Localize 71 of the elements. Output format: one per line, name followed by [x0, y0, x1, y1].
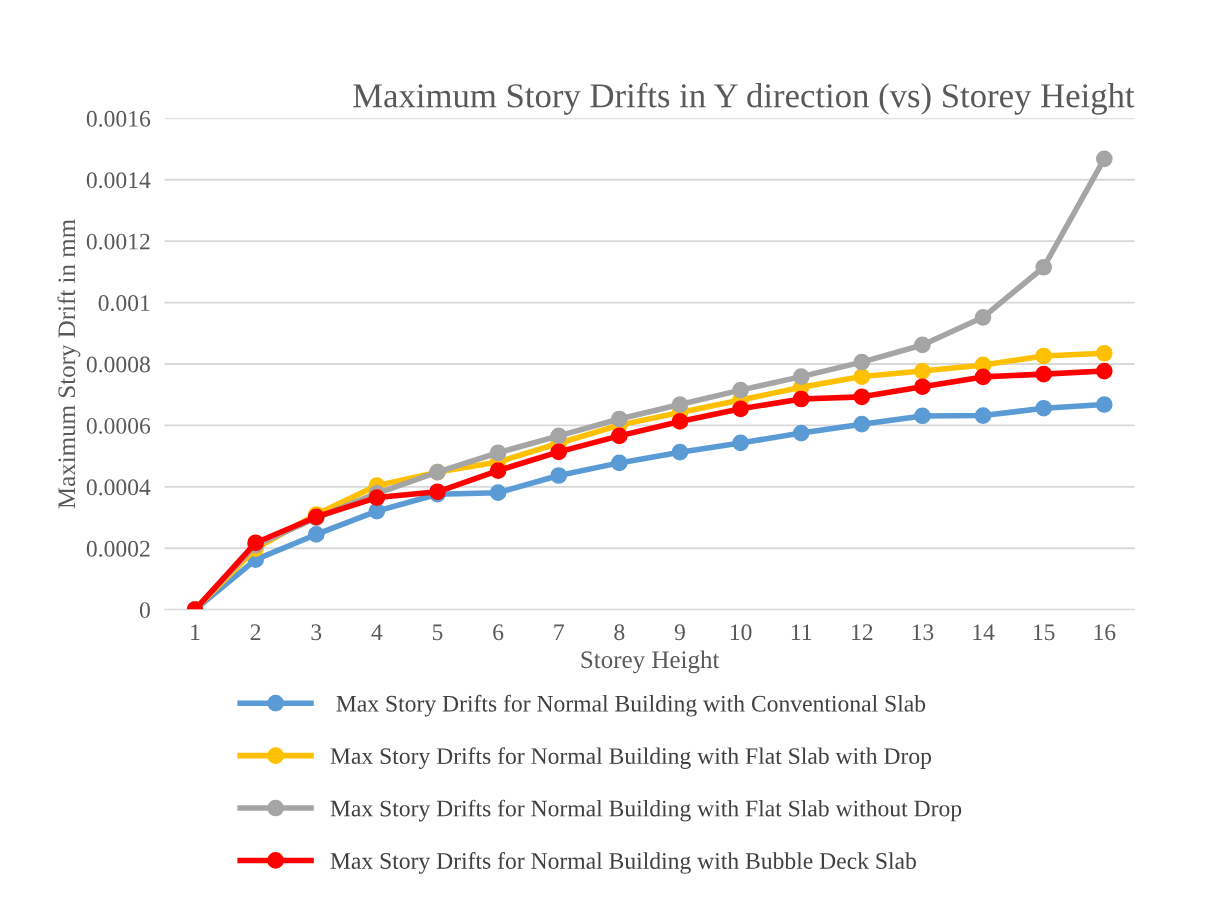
x-tick-label: 7: [554, 624, 564, 640]
point: [671, 413, 689, 430]
y-tick-label: 0.0008: [86, 356, 150, 373]
point: [792, 424, 810, 442]
point: [914, 378, 931, 396]
point: [732, 400, 749, 418]
point: [489, 444, 507, 462]
legend-label: Max Story Drifts for Normal Building with Flat Slab with Drop: [330, 747, 932, 769]
point: [792, 390, 810, 408]
point: [974, 308, 992, 326]
point: [974, 407, 992, 424]
point: [974, 368, 992, 386]
y-tick-label: 0.0016: [86, 110, 151, 127]
x-tick-label: 14: [973, 624, 995, 640]
chart-title: Maximum Story Drifts in Y direction (vs) Storey Height: [353, 82, 1135, 115]
point: [1035, 399, 1053, 417]
x-tick-label: 6: [493, 624, 504, 641]
y-tick-label: 0.0004: [86, 479, 151, 496]
point: [550, 467, 568, 484]
point: [611, 410, 628, 428]
legend-label: Max Story Drifts for Normal Building with Flat Slab without Drop: [330, 799, 962, 822]
y-tick-label: 0.0012: [86, 233, 150, 250]
point: [1095, 150, 1113, 168]
point: [1095, 396, 1113, 413]
legend-label: Max Story Drifts for Normal Building with Bubble Deck Slab: [330, 852, 916, 874]
point: [611, 454, 628, 472]
y-axis-title: Maximum Story Drift in mm: [57, 219, 81, 509]
point: [1095, 362, 1113, 380]
x-tick-label: 12: [852, 624, 873, 640]
x-tick-label: 5: [432, 624, 443, 641]
point: [732, 381, 749, 399]
point: [732, 434, 749, 452]
x-tick-label: 13: [912, 624, 934, 641]
point: [1095, 344, 1113, 362]
y-tick-label: 0.0006: [86, 417, 151, 434]
point: [611, 427, 628, 445]
point: [853, 415, 871, 433]
y-tick-label: 0.001: [98, 295, 150, 312]
x-tick-label: 16: [1094, 624, 1116, 641]
x-tick-label: 3: [311, 624, 322, 641]
y-tick-label: 0.0002: [86, 540, 150, 557]
point: [671, 443, 689, 461]
point: [550, 443, 568, 461]
point: [550, 427, 568, 445]
x-tick-label: 2: [250, 624, 261, 640]
point: [792, 368, 810, 385]
point: [671, 396, 689, 413]
x-axis-title: Storey Height: [581, 650, 720, 674]
x-tick-label: 1: [191, 624, 200, 640]
point: [853, 353, 871, 371]
point: [914, 362, 931, 380]
point: [853, 388, 871, 406]
legend-label: Max Story Drifts for Normal Building with Conventional Slab: [336, 694, 926, 717]
x-tick-label: 11: [791, 624, 812, 640]
x-tick-label: 8: [614, 624, 625, 641]
point: [914, 407, 931, 425]
x-tick-label: 15: [1033, 624, 1055, 641]
point: [1035, 347, 1053, 365]
x-tick-label: 4: [371, 624, 383, 640]
point: [489, 462, 507, 479]
point: [914, 336, 931, 354]
x-tick-label: 10: [730, 624, 752, 641]
y-tick-label: 0: [139, 602, 150, 619]
point: [307, 526, 325, 543]
point: [853, 368, 871, 385]
point: [368, 489, 386, 506]
point: [1035, 365, 1053, 383]
point: [489, 484, 507, 502]
x-tick-label: 9: [674, 624, 685, 641]
y-tick-label: 0.0014: [86, 172, 151, 189]
point: [1035, 258, 1053, 276]
